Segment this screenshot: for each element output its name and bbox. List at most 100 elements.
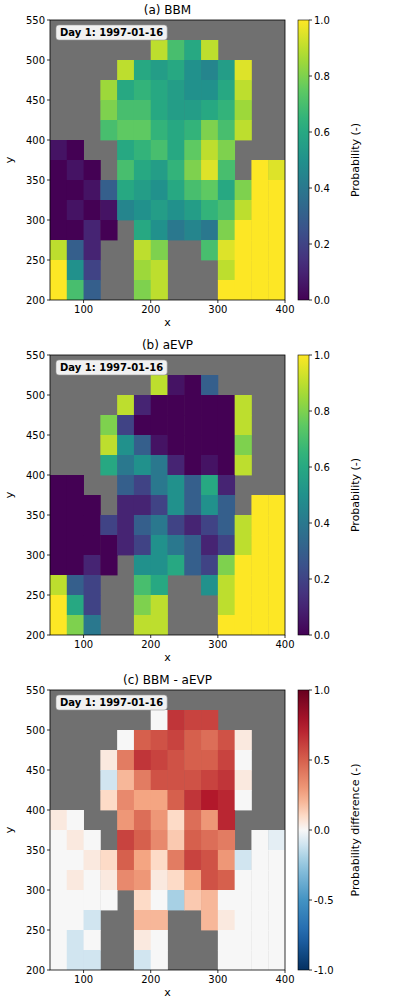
annotation-text: Day 1: 1997-01-16 — [60, 362, 163, 373]
cell — [100, 535, 117, 555]
cell — [134, 910, 151, 930]
cell — [201, 830, 218, 850]
cell — [100, 100, 117, 120]
cell — [100, 555, 117, 575]
cell — [100, 770, 117, 790]
cell — [268, 495, 285, 515]
cell — [168, 415, 185, 435]
cell — [50, 575, 67, 595]
cell — [50, 950, 67, 970]
cell — [67, 240, 84, 260]
cell — [268, 555, 285, 575]
cell — [84, 495, 101, 515]
cell — [134, 495, 151, 515]
cell — [84, 890, 101, 910]
cell — [151, 495, 168, 515]
cell — [235, 615, 252, 635]
cell — [134, 870, 151, 890]
cell — [50, 870, 67, 890]
cell — [134, 515, 151, 535]
cell — [67, 555, 84, 575]
cell — [50, 830, 67, 850]
cell — [67, 140, 84, 160]
cell — [184, 890, 201, 910]
cell — [151, 140, 168, 160]
y-tick — [47, 635, 50, 636]
plot-frame — [50, 20, 285, 300]
cell — [168, 515, 185, 535]
cell — [151, 455, 168, 475]
cell — [100, 750, 117, 770]
cell — [134, 615, 151, 635]
cell — [151, 180, 168, 200]
cell — [184, 455, 201, 475]
cell — [84, 280, 101, 300]
cell — [168, 140, 185, 160]
cell — [151, 220, 168, 240]
cell — [50, 495, 67, 515]
cell — [134, 750, 151, 770]
cell — [268, 515, 285, 535]
cell — [251, 515, 268, 535]
colorbar-tick-label: 0.6 — [314, 462, 330, 473]
cell — [184, 535, 201, 555]
cell — [235, 120, 252, 140]
cell — [201, 850, 218, 870]
cell — [50, 280, 67, 300]
colorbar-tick — [309, 132, 312, 133]
y-tick-label: 350 — [26, 175, 45, 186]
cell — [218, 60, 235, 80]
x-axis-label: x — [164, 651, 171, 664]
cell — [50, 555, 67, 575]
cell — [235, 555, 252, 575]
cell — [50, 220, 67, 240]
cell — [134, 200, 151, 220]
colorbar-tick — [309, 300, 312, 301]
colorbar-tick — [309, 20, 312, 21]
cell — [218, 495, 235, 515]
x-tick-label: 100 — [74, 974, 93, 985]
cell — [168, 180, 185, 200]
colorbar-tick-label: 0.4 — [314, 518, 330, 529]
cell — [235, 60, 252, 80]
cell — [67, 890, 84, 910]
y-tick-label: 500 — [26, 55, 45, 66]
cell — [151, 595, 168, 615]
y-tick — [47, 220, 50, 221]
cell — [151, 750, 168, 770]
date-annotation: Day 1: 1997-01-16 — [56, 695, 167, 710]
y-tick-label: 450 — [26, 765, 45, 776]
cell — [251, 260, 268, 280]
cell — [50, 180, 67, 200]
y-tick — [47, 690, 50, 691]
cell — [201, 870, 218, 890]
y-tick-label: 400 — [26, 135, 45, 146]
cell — [67, 200, 84, 220]
cell — [151, 435, 168, 455]
cell — [168, 220, 185, 240]
cell — [201, 40, 218, 60]
plot-frame — [50, 355, 285, 635]
cell — [151, 395, 168, 415]
cell — [100, 890, 117, 910]
cell — [235, 80, 252, 100]
cell — [184, 515, 201, 535]
mask-background — [50, 20, 285, 300]
cell — [117, 750, 134, 770]
cell — [268, 220, 285, 240]
cell — [235, 950, 252, 970]
y-tick — [47, 260, 50, 261]
cell — [134, 160, 151, 180]
cell — [84, 575, 101, 595]
cell — [134, 60, 151, 80]
x-tick — [285, 970, 286, 973]
cell — [268, 280, 285, 300]
y-tick-label: 200 — [26, 630, 45, 641]
x-tick-label: 400 — [275, 304, 294, 315]
x-tick — [150, 300, 151, 303]
cell — [268, 890, 285, 910]
cell — [235, 395, 252, 415]
cell — [67, 595, 84, 615]
cell — [84, 615, 101, 635]
cell — [168, 40, 185, 60]
